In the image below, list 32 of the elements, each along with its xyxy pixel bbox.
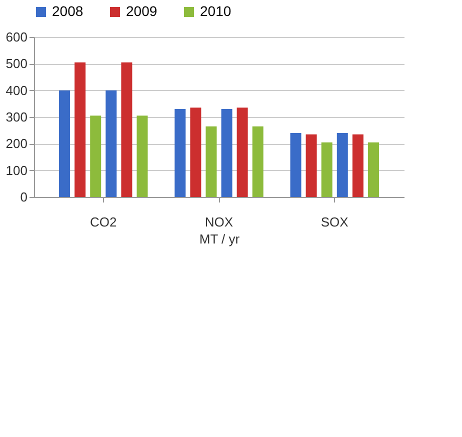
bar: [136, 116, 148, 197]
bar: [74, 62, 86, 197]
y-tick-label: 100: [6, 162, 28, 178]
bar: [221, 109, 232, 197]
legend-label: 2008: [52, 3, 84, 19]
bar: [306, 134, 317, 197]
bar: [321, 142, 332, 197]
y-tick-label: 0: [20, 190, 28, 204]
y-tick-label: 200: [6, 136, 28, 152]
x-tick-label: NOX: [204, 214, 234, 230]
y-tick-label: 400: [6, 82, 28, 98]
bar: [106, 90, 117, 197]
y-tick-label: 600: [6, 30, 28, 44]
bar: [336, 133, 348, 197]
bar: [252, 126, 264, 197]
bar: [190, 108, 202, 197]
x-tick-label: SOX: [320, 214, 349, 230]
bar: [174, 109, 186, 197]
bar: [121, 62, 132, 197]
bar: [368, 142, 379, 197]
bar: [206, 126, 217, 197]
bar: [59, 90, 70, 197]
bar: [236, 108, 248, 197]
x-axis-title: MT / yr: [199, 232, 240, 246]
y-tick-label: 300: [6, 110, 28, 124]
bar: [352, 134, 364, 197]
bar: [90, 116, 102, 197]
bar: [290, 133, 302, 197]
legend-label: 2010: [200, 3, 232, 19]
legend-label: 2009: [126, 3, 158, 19]
y-tick-label: 500: [6, 56, 28, 72]
x-tick-label: CO2: [90, 214, 117, 230]
